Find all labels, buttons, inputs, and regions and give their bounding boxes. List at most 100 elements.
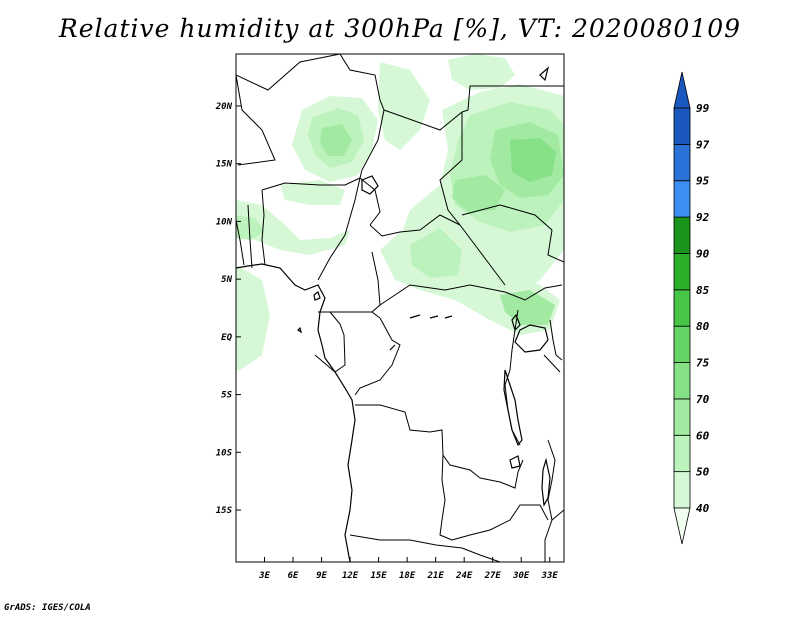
border-chad-car bbox=[369, 214, 461, 237]
lon-axis: 3E 6E 9E 12E 15E 18E 21E 24E 27E 30E 33E bbox=[258, 557, 558, 581]
colorbar-swatch bbox=[673, 253, 691, 291]
colorbar-swatch bbox=[673, 289, 691, 327]
colorbar-label: 99 bbox=[696, 102, 710, 115]
border-tanzania-kenya bbox=[543, 354, 561, 373]
lat-tick-label: 20N bbox=[215, 102, 233, 112]
border-ghana bbox=[236, 219, 245, 266]
border-cameroon-congo bbox=[318, 311, 381, 319]
lat-tick-label: 5S bbox=[221, 391, 232, 401]
lon-tick-label: 12E bbox=[342, 571, 359, 581]
border-mali-niger bbox=[236, 74, 276, 166]
colorbar-label: 90 bbox=[696, 247, 710, 260]
border-drc-uganda bbox=[509, 309, 519, 371]
lat-tick-label: 15N bbox=[216, 160, 233, 170]
border-zambia-mozambique bbox=[451, 504, 549, 541]
border-car-drc bbox=[379, 284, 506, 306]
border-togo-benin bbox=[247, 204, 253, 269]
lon-tick-label: 15E bbox=[370, 571, 387, 581]
colorbar-swatch bbox=[673, 362, 691, 400]
colorbar-swatch bbox=[673, 325, 691, 363]
colorbar-swatch bbox=[673, 398, 691, 436]
colorbar-swatch bbox=[673, 471, 691, 509]
lat-tick-label: 10S bbox=[216, 448, 233, 458]
country-borders bbox=[236, 54, 564, 562]
lon-tick-label: 30E bbox=[512, 571, 530, 581]
lon-tick-label: 21E bbox=[427, 571, 445, 581]
lat-tick-label: 5N bbox=[221, 275, 232, 285]
lon-tick-label: 3E bbox=[258, 571, 270, 581]
border-angola-namibia bbox=[349, 534, 481, 556]
colorbar-swatch bbox=[673, 107, 691, 145]
border-congo-drc bbox=[354, 317, 401, 396]
coastline bbox=[236, 66, 551, 562]
border-chad-libya bbox=[383, 109, 463, 131]
lake-mweru bbox=[509, 455, 521, 469]
colorbar-upper-arrow bbox=[673, 71, 691, 109]
border-gabon bbox=[314, 311, 346, 373]
colorbar-label: 95 bbox=[696, 175, 710, 188]
chart-title: Relative humidity at 300hPa [%], VT: 202… bbox=[58, 14, 742, 43]
humidity-region-niger-air bbox=[292, 96, 378, 182]
map-frame bbox=[235, 53, 565, 563]
border-chad-cameroon bbox=[359, 177, 381, 226]
humidity-region-north-cloud bbox=[378, 54, 515, 150]
colorbar-label: 85 bbox=[696, 284, 710, 297]
border-chad-sudan bbox=[439, 112, 463, 226]
border-south-sudan-ethiopia bbox=[547, 229, 564, 263]
lon-tick-label: 33E bbox=[541, 571, 559, 581]
border-angola-zambia bbox=[439, 454, 453, 541]
lon-tick-label: 9E bbox=[316, 571, 327, 581]
colorbar-swatch bbox=[673, 434, 691, 473]
border-algeria-niger bbox=[236, 54, 341, 91]
colorbar-label: 80 bbox=[696, 320, 710, 333]
border-namibia-botswana bbox=[479, 554, 501, 562]
lat-tick-label: 10N bbox=[216, 217, 233, 227]
border-niger-libya bbox=[339, 54, 385, 111]
colorbar: 40 50 60 70 75 80 85 90 92 95 97 99 bbox=[673, 71, 710, 545]
lake-tanganyika bbox=[503, 369, 523, 447]
border-niger-nigeria bbox=[261, 177, 361, 191]
colorbar-swatch bbox=[673, 216, 691, 254]
colorbar-lower-arrow bbox=[673, 507, 691, 545]
west-africa-coast bbox=[236, 263, 356, 562]
colorbar-label: 40 bbox=[696, 502, 710, 515]
humidity-region-chad-car bbox=[380, 215, 560, 335]
lon-tick-label: 6E bbox=[288, 571, 299, 581]
humidity-region-west bbox=[236, 180, 350, 370]
lake-albert bbox=[511, 313, 521, 332]
lake-tana-small bbox=[539, 66, 550, 82]
border-sudan-south-sudan bbox=[461, 204, 553, 231]
border-benin-nigeria bbox=[261, 189, 266, 266]
border-libya-sudan bbox=[461, 85, 564, 113]
border-tanzania-mozambique bbox=[551, 509, 564, 521]
border-car-cameroon bbox=[371, 251, 381, 313]
colorbar-swatch bbox=[673, 143, 691, 182]
colorbar-swatch bbox=[673, 180, 691, 218]
colorbar-label: 60 bbox=[696, 429, 710, 442]
lake-malawi bbox=[541, 457, 551, 507]
colorbar-label: 97 bbox=[696, 138, 710, 151]
border-south-sudan-uganda bbox=[504, 284, 563, 301]
lake-victoria bbox=[514, 324, 549, 353]
lat-tick-label: 15S bbox=[216, 506, 233, 516]
colorbar-label: 70 bbox=[696, 393, 710, 406]
humidity-shading bbox=[236, 54, 564, 370]
border-car-south-sudan bbox=[459, 224, 506, 286]
congo-river-marks bbox=[389, 314, 453, 351]
lat-tick-label: EQ bbox=[221, 333, 232, 343]
border-drc-zambia bbox=[479, 459, 524, 489]
lon-tick-label: 18E bbox=[399, 571, 416, 581]
colorbar-label: 75 bbox=[696, 357, 710, 370]
border-nigeria-cameroon bbox=[317, 177, 361, 281]
colorbar-label: 92 bbox=[696, 211, 710, 224]
island-bioko bbox=[313, 291, 321, 301]
lake-chad bbox=[361, 175, 379, 195]
lon-tick-label: 24E bbox=[455, 571, 473, 581]
grads-credit: GrADS: IGES/COLA bbox=[4, 603, 91, 613]
lon-tick-label: 27E bbox=[484, 571, 502, 581]
border-malawi bbox=[544, 439, 556, 562]
lat-axis: 20N 15N 10N 5N EQ 5S 10S 15S bbox=[215, 102, 241, 516]
border-uganda-kenya bbox=[549, 319, 563, 361]
colorbar-label: 50 bbox=[696, 466, 710, 479]
